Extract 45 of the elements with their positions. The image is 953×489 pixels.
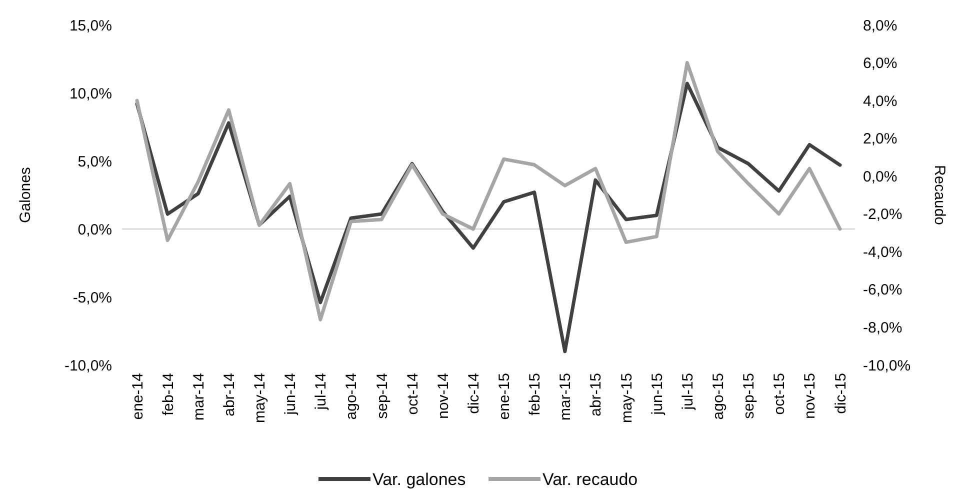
y2-tick-label: 6,0% [863,55,898,72]
y2-tick-label: 8,0% [863,17,898,34]
y2-tick-label: -6,0% [863,282,902,299]
y-tick-label: -10,0% [64,357,112,374]
x-tick-label: may-15 [618,373,636,424]
y2-tick-label: 0,0% [863,168,898,186]
x-tick-label: feb-15 [526,373,544,416]
legend-label: Var. galones [372,470,466,489]
y-tick-label: 10,0% [69,85,112,102]
line-series [135,61,842,322]
y2-tick-label: -4,0% [863,244,902,261]
x-tick-label: ago-15 [710,373,727,420]
x-tick-label: oct-14 [404,373,422,415]
x-tick-label: dic-14 [465,373,482,414]
x-tick-label: abr-15 [588,373,605,416]
y2-tick-label: 2,0% [863,130,898,148]
x-tick-label: nov-15 [802,373,819,419]
x-tick-label: jul-14 [312,373,330,411]
y2-axis-title: Recaudo [931,164,948,226]
x-tick-label: abr-14 [220,373,238,416]
x-tick-label: mar-15 [557,373,574,421]
y2-tick-label: -10,0% [863,357,911,374]
y-tick-label: 0,0% [78,221,112,238]
x-tick-label: dic-15 [832,373,850,414]
y-axis-title: Galones [17,167,34,223]
y2-tick-label: -8,0% [863,319,902,336]
x-tick-label: jun-15 [648,373,666,416]
x-tick-label: nov-14 [434,373,452,419]
x-tick-label: sep-14 [374,373,391,419]
y-tick-label: -5,0% [72,289,112,306]
x-tick-label: oct-15 [771,373,788,415]
x-tick-label: feb-14 [160,373,177,416]
x-tick-label: may-14 [252,373,269,424]
x-tick-label: ago-14 [343,373,360,420]
y-tick-label: 5,0% [78,153,112,170]
y2-tick-label: -2,0% [863,206,902,224]
y2-tick-label: 4,0% [863,92,898,110]
x-tick-label: ene-15 [496,373,514,420]
y-tick-label: 15,0% [69,17,112,34]
x-tick-label: sep-15 [740,373,758,419]
x-tick-label: mar-14 [190,373,208,421]
x-tick-label: jul-15 [679,373,696,411]
x-tick-label: ene-14 [129,373,146,420]
legend-label: Var. recaudo [542,470,638,489]
x-tick-label: jun-14 [282,373,300,416]
